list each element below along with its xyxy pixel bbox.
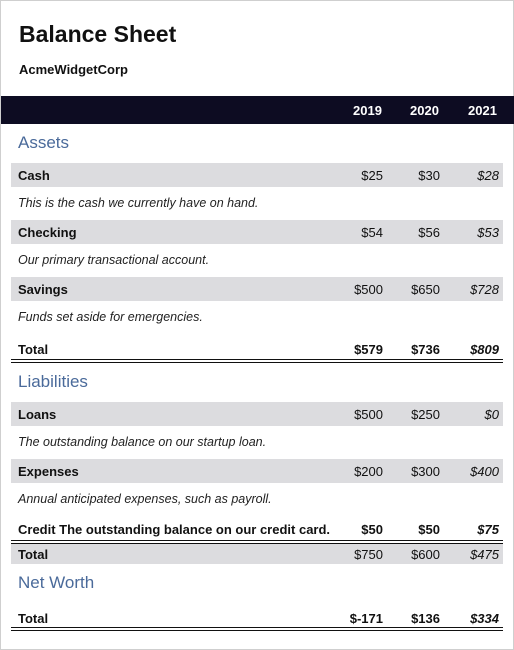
row-description-savings: Funds set aside for emergencies. (18, 310, 203, 324)
value-2021: $0 (484, 407, 499, 422)
row-label: Loans (18, 407, 57, 422)
row-description-loans: The outstanding balance on our startup l… (18, 435, 267, 449)
value-2021: $53 (477, 225, 499, 240)
value-2019: $200 (354, 464, 383, 479)
value-2021: $75 (477, 522, 499, 537)
section-heading-liabilities: Liabilities (18, 372, 88, 391)
row-label: Cash (18, 168, 50, 183)
row-label: Total (18, 611, 49, 626)
row-label: Total (18, 547, 49, 562)
year-header-bar: 2019 2020 2021 (1, 96, 514, 124)
row-label: Credit The outstanding balance on our cr… (18, 522, 331, 537)
value-2021: $809 (470, 342, 499, 357)
row-description-checking: Our primary transactional account. (18, 253, 210, 267)
row-description-expenses: Annual anticipated expenses, such as pay… (18, 492, 272, 506)
value-2020: $56 (418, 225, 440, 240)
company-name: AcmeWidgetCorp (19, 62, 128, 77)
value-2020: $650 (411, 282, 440, 297)
column-header-2020: 2020 (410, 103, 439, 118)
value-2019: $750 (354, 547, 383, 562)
value-2021: $28 (477, 168, 499, 183)
row-label: Total (18, 342, 49, 357)
table-row-loans: Loans $500 $250 $0 (11, 402, 503, 426)
value-2020: $136 (411, 611, 440, 626)
section-heading-assets: Assets (18, 133, 70, 152)
row-label: Savings (18, 282, 68, 297)
double-rule-divider (11, 359, 503, 363)
section-heading-net-worth: Net Worth (18, 573, 95, 592)
value-2021: $475 (470, 547, 499, 562)
value-2021: $400 (470, 464, 499, 479)
value-2020: $50 (418, 522, 440, 537)
value-2019: $579 (354, 342, 383, 357)
table-row-checking: Checking $54 $56 $53 (11, 220, 503, 244)
value-2019: $54 (361, 225, 383, 240)
value-2020: $30 (418, 168, 440, 183)
double-rule-divider (11, 540, 503, 544)
row-label: Expenses (18, 464, 79, 479)
value-2020: $250 (411, 407, 440, 422)
value-2020: $300 (411, 464, 440, 479)
value-2019: $25 (361, 168, 383, 183)
table-row-expenses: Expenses $200 $300 $400 (11, 459, 503, 483)
liabilities-total-row: Total $750 $600 $475 (11, 544, 503, 564)
value-2020: $736 (411, 342, 440, 357)
value-2019: $50 (361, 522, 383, 537)
value-2020: $600 (411, 547, 440, 562)
row-label: Checking (18, 225, 77, 240)
page-title: Balance Sheet (19, 21, 177, 47)
value-2019: $-171 (349, 611, 383, 626)
value-2021: $334 (470, 611, 499, 626)
net-worth-total-row: Total $-171 $136 $334 (11, 606, 503, 630)
assets-total-row: Total $579 $736 $809 (11, 337, 503, 361)
table-row-credit: Credit The outstanding balance on our cr… (11, 517, 503, 541)
column-header-2021: 2021 (468, 103, 497, 118)
value-2019: $500 (354, 407, 383, 422)
table-row-savings: Savings $500 $650 $728 (11, 277, 503, 301)
value-2021: $728 (470, 282, 499, 297)
double-rule-divider (11, 627, 503, 631)
value-2019: $500 (354, 282, 383, 297)
table-row-cash: Cash $25 $30 $28 (11, 163, 503, 187)
row-description-cash: This is the cash we currently have on ha… (18, 196, 259, 210)
column-header-2019: 2019 (353, 103, 382, 118)
